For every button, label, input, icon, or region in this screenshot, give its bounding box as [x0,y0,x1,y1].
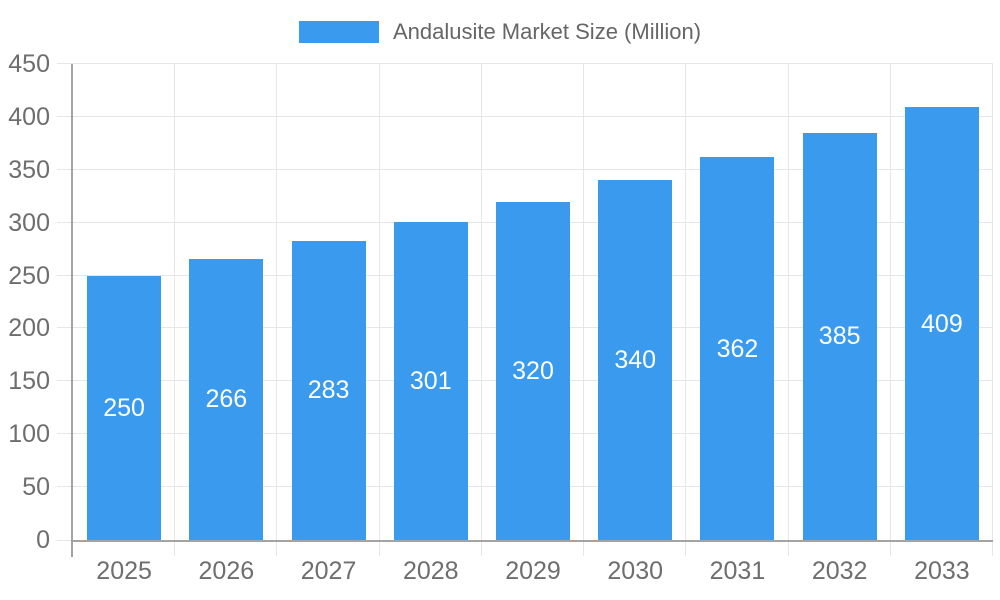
x-axis-label: 2032 [811,557,868,585]
bar-value-label: 283 [307,376,350,405]
bar[interactable] [393,221,468,540]
bar[interactable] [802,132,877,540]
x-axis-label: 2030 [607,557,664,585]
bar-value-label: 266 [205,385,248,414]
x-axis-label: 2025 [96,557,152,585]
bar-value-label: 340 [614,346,657,375]
y-axis-label: 250 [8,261,50,290]
y-axis-label: 0 [36,526,50,554]
y-axis-label: 450 [8,50,50,78]
x-axis-label: 2033 [914,557,970,585]
bar-value-label: 409 [921,309,963,338]
y-axis-tick [57,540,73,541]
bar[interactable] [189,258,264,540]
x-axis-label: 2028 [402,557,459,585]
bar[interactable] [904,107,979,540]
y-axis-label: 350 [8,155,50,184]
x-axis-label: 2027 [300,557,357,585]
bar[interactable] [87,275,162,540]
legend-swatch-icon [298,21,379,43]
bar[interactable] [598,180,673,540]
bar[interactable] [291,240,366,540]
gridline-horizontal [57,63,993,64]
y-axis-label: 150 [8,367,50,396]
gridline-vertical [583,64,585,556]
bar[interactable] [496,201,570,540]
x-axis-label: 2031 [709,557,766,585]
gridline-vertical [276,64,278,556]
x-axis-label: 2029 [505,557,561,585]
legend-label: Andalusite Market Size (Million) [392,19,702,44]
bar-value-label: 385 [818,322,861,351]
bar-value-label: 362 [716,334,759,363]
x-axis-line [71,540,993,542]
gridline-vertical [174,64,176,556]
y-axis-label: 200 [8,314,50,343]
x-axis-label: 2026 [198,557,255,585]
y-axis-label: 100 [8,420,50,449]
bar-value-label: 301 [409,366,452,395]
gridline-vertical [787,64,789,556]
gridline-vertical [378,64,380,556]
y-axis-line [71,64,73,557]
bar[interactable] [700,157,775,540]
y-axis-label: 300 [8,208,50,237]
bar-value-label: 250 [103,393,145,422]
legend[interactable]: Andalusite Market Size (Million) [0,19,1000,44]
gridline-vertical [480,64,482,556]
gridline-vertical [685,64,687,556]
gridline-horizontal [57,115,993,117]
gridline-vertical [889,64,891,556]
bar-value-label: 320 [512,356,554,385]
y-axis-label: 400 [8,102,50,131]
gridline-horizontal [57,168,993,170]
y-axis-label: 50 [22,473,50,502]
gridline-vertical [992,64,993,556]
